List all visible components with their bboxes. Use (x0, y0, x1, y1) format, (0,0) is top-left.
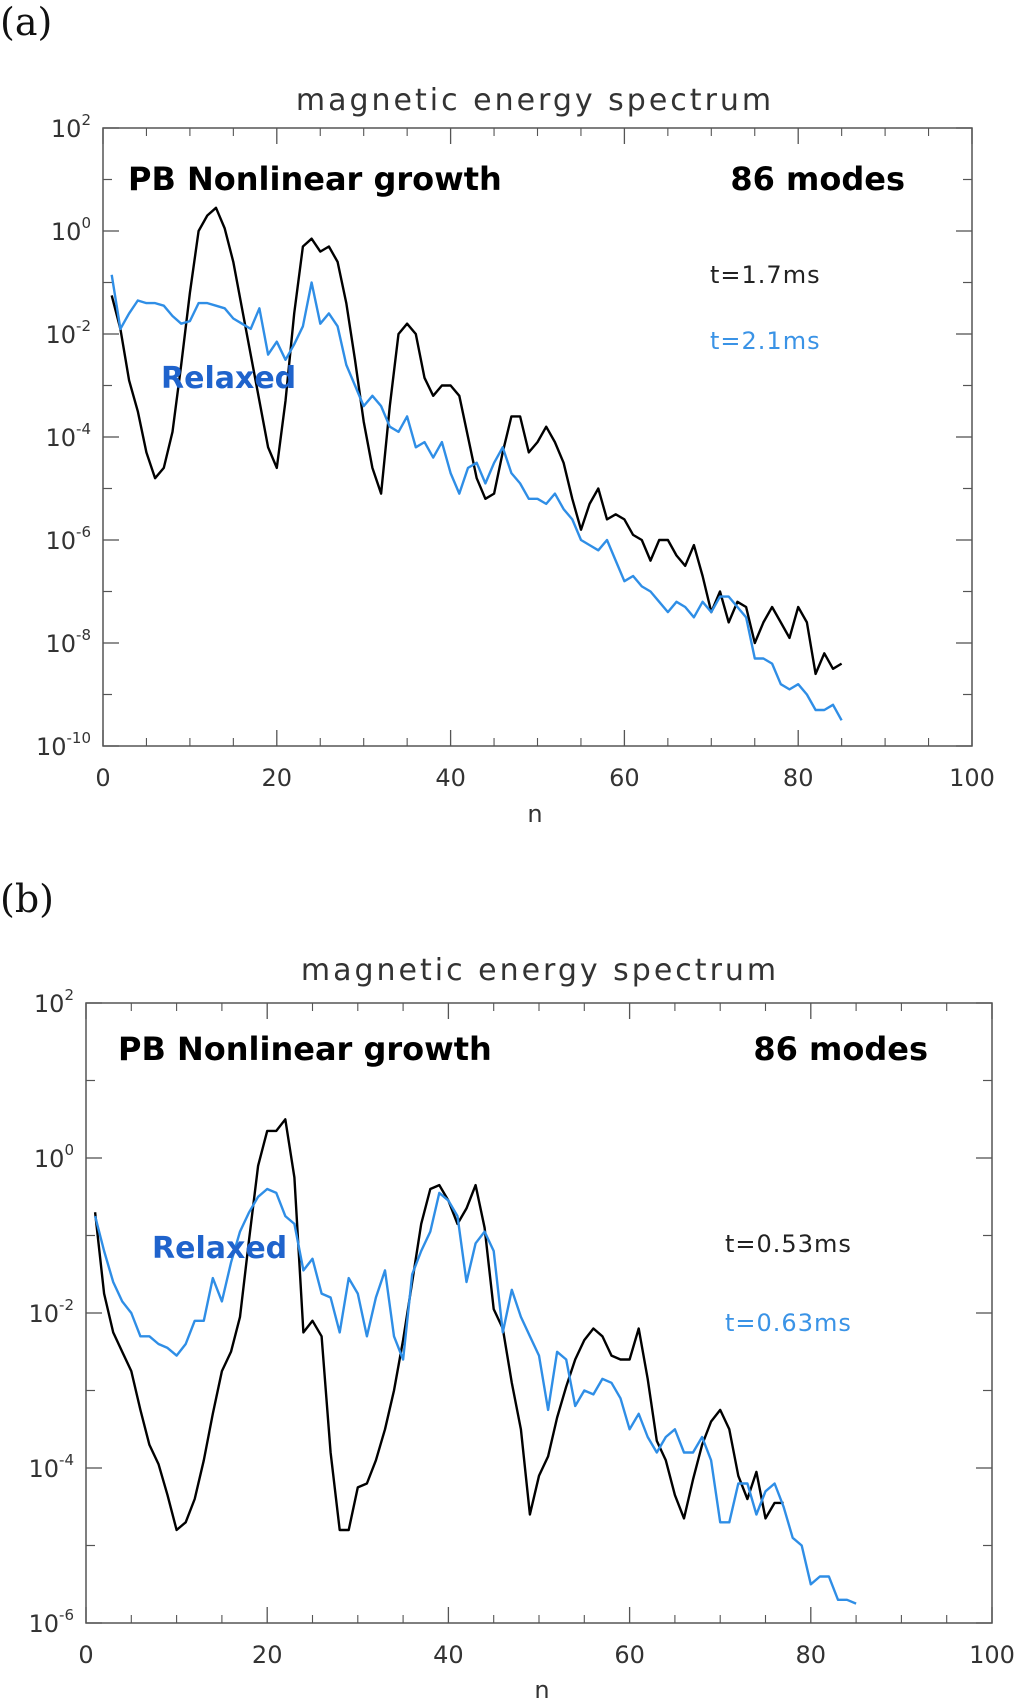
chart-title: magnetic energy spectrum (301, 953, 779, 988)
y-tick-label: 10-4 (28, 1451, 74, 1483)
plot-frame (102, 127, 973, 747)
panel-label: (a) (0, 0, 52, 44)
y-tick-label: 10-6 (45, 523, 91, 555)
relaxed-annotation: Relaxed (161, 361, 296, 396)
y-tick-label: 100 (51, 214, 91, 246)
series-line-blue (110, 274, 843, 721)
panel-label: (b) (0, 877, 54, 921)
x-tick-label: 0 (78, 1641, 93, 1669)
x-tick-label: 40 (433, 1641, 464, 1669)
x-tick-label: 60 (609, 764, 640, 792)
series-line-blue (93, 1187, 857, 1605)
x-tick-label: 40 (435, 764, 466, 792)
panel-a: (a) magnetic energy spectrum 10210010-21… (0, 0, 995, 828)
x-tick-labels: 0 20 40 60 80 100 (78, 1641, 1015, 1669)
y-tick-label: 10-4 (45, 420, 91, 452)
x-tick-label: 20 (252, 1641, 283, 1669)
x-axis-label: n (534, 1676, 549, 1700)
legend-label-black: t=1.7ms (710, 261, 821, 289)
relaxed-annotation: Relaxed (152, 1231, 287, 1266)
x-tick-label: 60 (614, 1641, 645, 1669)
y-tick-label: 102 (34, 986, 74, 1018)
legend-label-blue: t=2.1ms (710, 327, 821, 355)
modes-annotation: 86 modes (753, 1030, 928, 1068)
x-tick-label: 80 (783, 764, 814, 792)
x-tick-label: 20 (262, 764, 293, 792)
heading-annotation: PB Nonlinear growth (128, 160, 502, 198)
y-tick-labels: 102 100 10-2 10-4 10-6 10-8 10-10 (36, 111, 91, 761)
tick-marks (102, 127, 973, 747)
y-tick-label: 102 (51, 111, 91, 143)
series-line-black (93, 1118, 784, 1532)
series-group (110, 206, 843, 721)
x-tick-label: 100 (969, 1641, 1015, 1669)
chart-title: magnetic energy spectrum (296, 83, 774, 118)
modes-annotation: 86 modes (730, 160, 905, 198)
y-tick-label: 10-8 (45, 626, 91, 658)
x-tick-label: 80 (796, 1641, 827, 1669)
y-tick-labels: 102 100 10-2 10-4 10-6 (28, 986, 74, 1638)
x-tick-label: 100 (949, 764, 995, 792)
y-tick-label: 100 (34, 1141, 74, 1173)
legend-label-blue: t=0.63ms (725, 1309, 852, 1337)
heading-annotation: PB Nonlinear growth (118, 1030, 492, 1068)
y-tick-label: 10-6 (28, 1606, 74, 1638)
y-tick-label: 10-10 (36, 729, 91, 761)
series-group (93, 1118, 857, 1605)
x-axis-label: n (527, 800, 542, 828)
panel-b: (b) magnetic energy spectrum 10210010-21… (0, 877, 1015, 1700)
legend-label-black: t=0.53ms (725, 1230, 852, 1258)
x-tick-label: 0 (95, 764, 110, 792)
plot-frame (85, 1002, 993, 1624)
x-tick-labels: 0 20 40 60 80 100 (95, 764, 995, 792)
series-line-black (110, 206, 843, 676)
tick-marks (85, 1002, 993, 1624)
y-tick-label: 10-2 (28, 1296, 74, 1328)
y-tick-label: 10-2 (45, 317, 91, 349)
